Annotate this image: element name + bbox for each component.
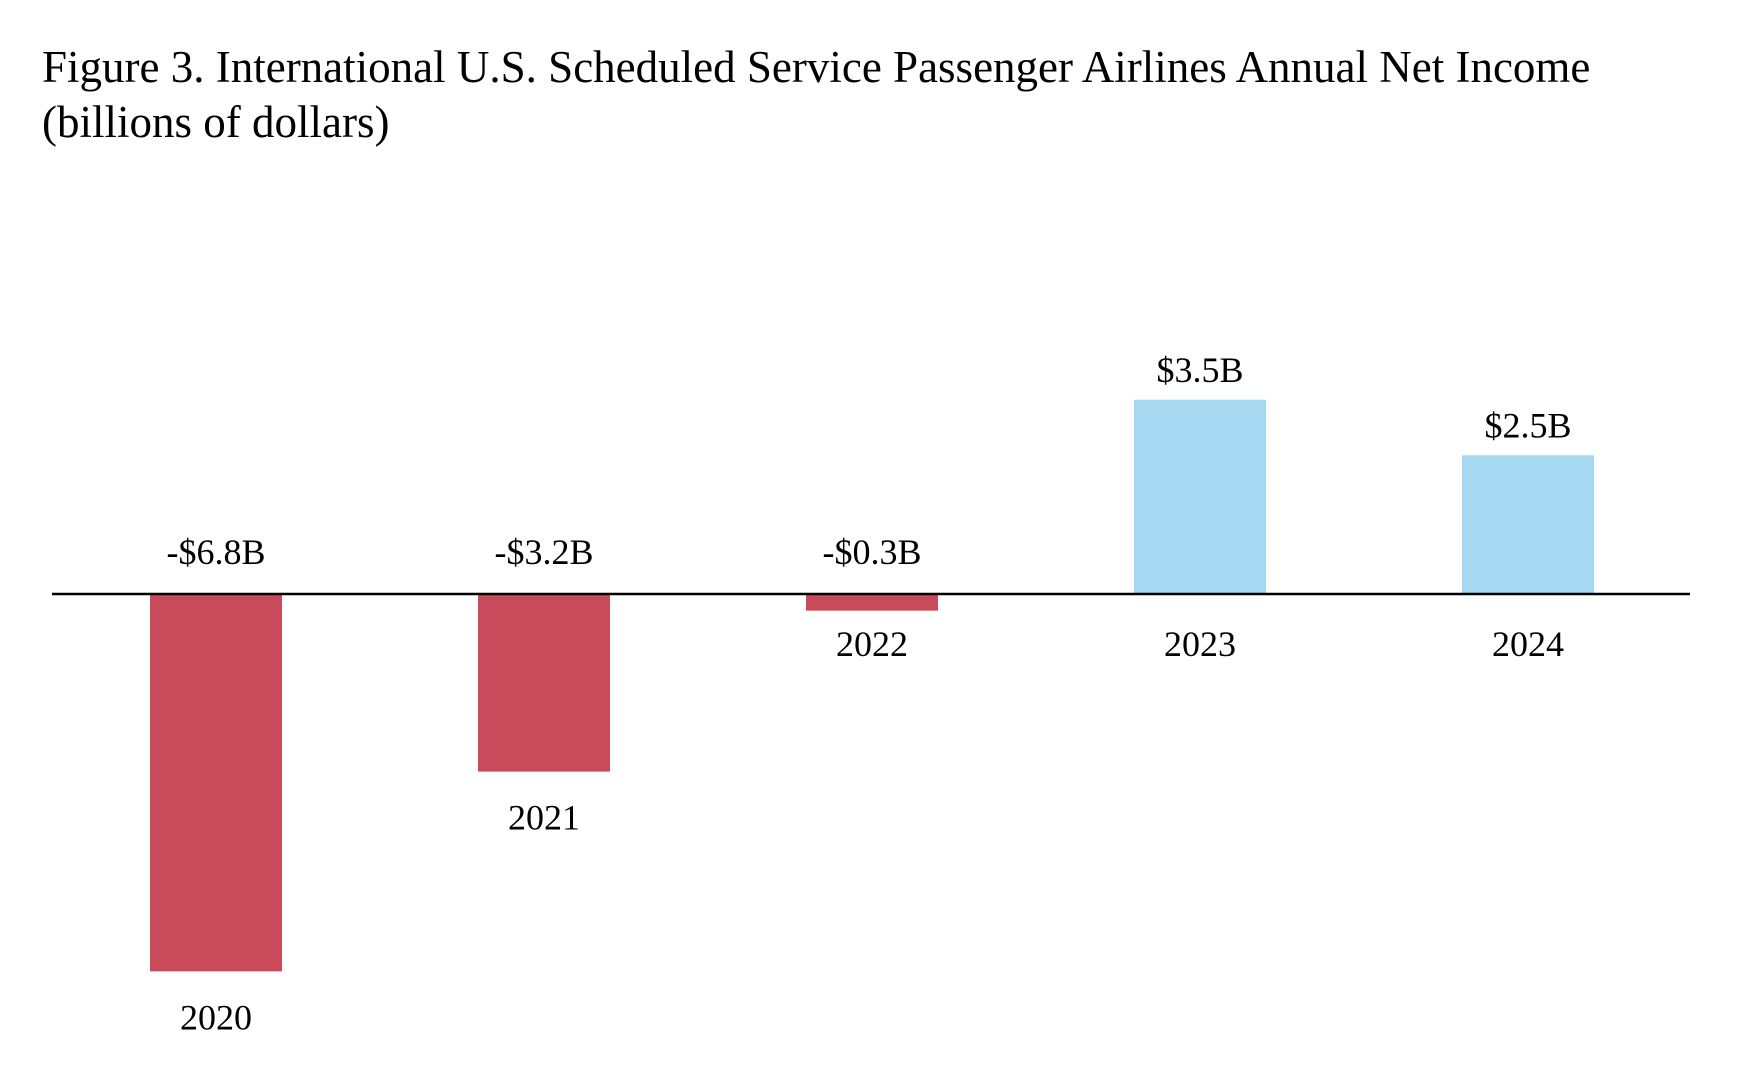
data-label-2023: $3.5B <box>1156 350 1243 390</box>
data-label-2024: $2.5B <box>1484 405 1571 445</box>
data-label-2022: -$0.3B <box>823 532 922 572</box>
chart-title: Figure 3. International U.S. Scheduled S… <box>42 42 1591 147</box>
bar-2020 <box>150 594 282 972</box>
bars-layer <box>150 399 1594 972</box>
bar-2021 <box>478 594 610 772</box>
category-label-2020: 2020 <box>180 997 252 1037</box>
bar-2022 <box>806 594 938 611</box>
category-label-2022: 2022 <box>836 624 908 664</box>
bar-2024 <box>1462 455 1594 594</box>
category-label-2023: 2023 <box>1164 624 1236 664</box>
labels-layer: -$6.8B 2020 -$3.2B 2021 -$0.3B 2022 $3.5B 2023 $… <box>167 350 1572 1038</box>
bar-2023 <box>1134 399 1266 594</box>
category-label-2024: 2024 <box>1492 624 1564 664</box>
category-label-2021: 2021 <box>508 798 580 838</box>
data-label-2020: -$6.8B <box>167 532 266 572</box>
data-label-2021: -$3.2B <box>495 532 594 572</box>
